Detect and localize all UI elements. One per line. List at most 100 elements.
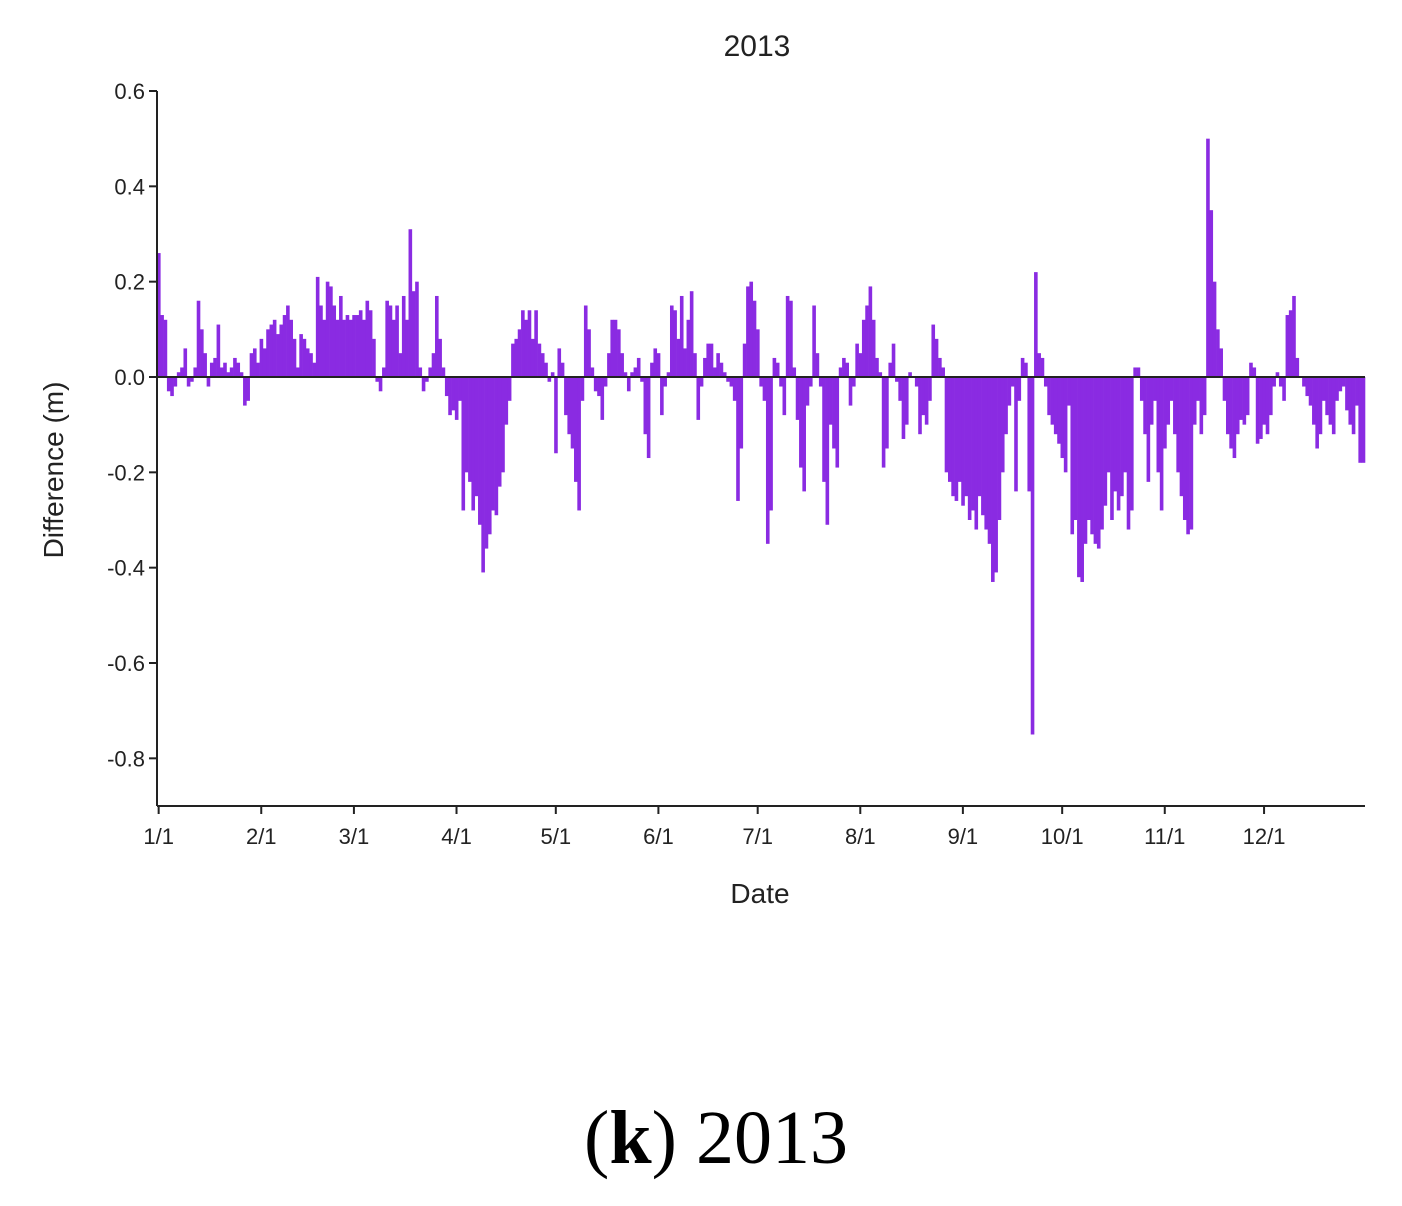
x-tick-label: 8/1 — [845, 824, 876, 849]
bar — [957, 377, 962, 482]
bar — [679, 295, 684, 377]
bar — [951, 377, 955, 497]
bar — [861, 319, 866, 377]
bar — [1040, 357, 1045, 377]
bar — [822, 377, 826, 482]
bar — [1000, 377, 1005, 473]
bar — [186, 377, 191, 387]
bar — [375, 377, 380, 382]
bar — [1163, 377, 1167, 449]
x-tick-label: 4/1 — [441, 824, 472, 849]
bar — [838, 367, 843, 377]
bar — [825, 377, 830, 525]
bar — [944, 377, 949, 473]
bar — [967, 377, 972, 520]
bar — [1030, 377, 1035, 735]
bar — [249, 353, 254, 377]
bar — [564, 377, 568, 416]
bar — [1130, 377, 1134, 511]
bar — [895, 377, 899, 382]
bar — [368, 310, 373, 377]
bar — [1242, 377, 1247, 425]
bar — [1014, 377, 1018, 492]
bar — [319, 305, 323, 377]
bar — [418, 367, 423, 377]
bar — [746, 286, 750, 377]
bar — [954, 377, 959, 501]
bar — [157, 253, 161, 377]
bar — [858, 353, 863, 377]
bar — [421, 377, 426, 392]
bar — [1351, 377, 1356, 435]
x-tick-label: 9/1 — [948, 824, 979, 849]
bar — [716, 353, 720, 377]
bar — [196, 300, 201, 377]
bar — [832, 377, 836, 449]
bar — [441, 367, 446, 377]
bar — [600, 377, 605, 420]
bar — [395, 305, 399, 377]
bar — [1120, 377, 1124, 497]
bar — [292, 338, 297, 377]
x-tick-label: 6/1 — [643, 824, 674, 849]
bar — [540, 353, 545, 377]
bar — [779, 377, 783, 387]
bar — [673, 310, 677, 377]
bar — [193, 367, 198, 377]
bar — [938, 357, 942, 377]
bar — [689, 291, 694, 377]
bar — [408, 229, 413, 377]
bar — [289, 319, 293, 377]
bar — [332, 305, 337, 377]
bar — [1070, 377, 1075, 535]
bar — [732, 377, 737, 401]
bar — [1143, 377, 1147, 435]
bar — [461, 377, 466, 511]
bar — [577, 377, 581, 511]
bar — [1169, 377, 1174, 401]
bar — [729, 377, 734, 387]
bar — [1321, 377, 1326, 401]
bar — [782, 377, 787, 416]
bar — [802, 377, 806, 492]
bar — [309, 353, 313, 377]
bar — [1255, 377, 1260, 444]
bar — [1259, 377, 1263, 439]
bar — [329, 286, 333, 377]
bar — [176, 372, 181, 377]
bar — [527, 310, 532, 377]
bar — [885, 377, 889, 449]
bar — [501, 377, 505, 473]
bar — [484, 377, 489, 549]
bar — [163, 319, 168, 377]
bar — [1100, 377, 1104, 530]
bar — [1212, 281, 1217, 377]
bar — [842, 357, 846, 377]
bar — [660, 377, 664, 416]
bar — [603, 377, 608, 387]
bar — [815, 353, 820, 377]
bar — [765, 377, 770, 544]
bar — [1166, 377, 1171, 425]
bar — [229, 367, 234, 377]
bar — [481, 377, 485, 573]
bar — [1043, 377, 1048, 387]
bar — [1083, 377, 1088, 544]
bar — [521, 310, 525, 377]
bar — [1288, 310, 1293, 377]
bar — [891, 343, 896, 377]
bar — [226, 372, 231, 377]
bar — [524, 319, 528, 377]
bar — [256, 362, 260, 377]
bar — [339, 295, 343, 377]
bar — [554, 377, 558, 454]
bar — [1067, 377, 1071, 406]
bar — [775, 362, 780, 377]
bar — [444, 377, 449, 397]
bar — [405, 319, 409, 377]
bar — [964, 377, 969, 497]
bar — [325, 281, 330, 377]
bar — [693, 353, 697, 377]
x-tick-label: 11/1 — [1144, 824, 1185, 849]
